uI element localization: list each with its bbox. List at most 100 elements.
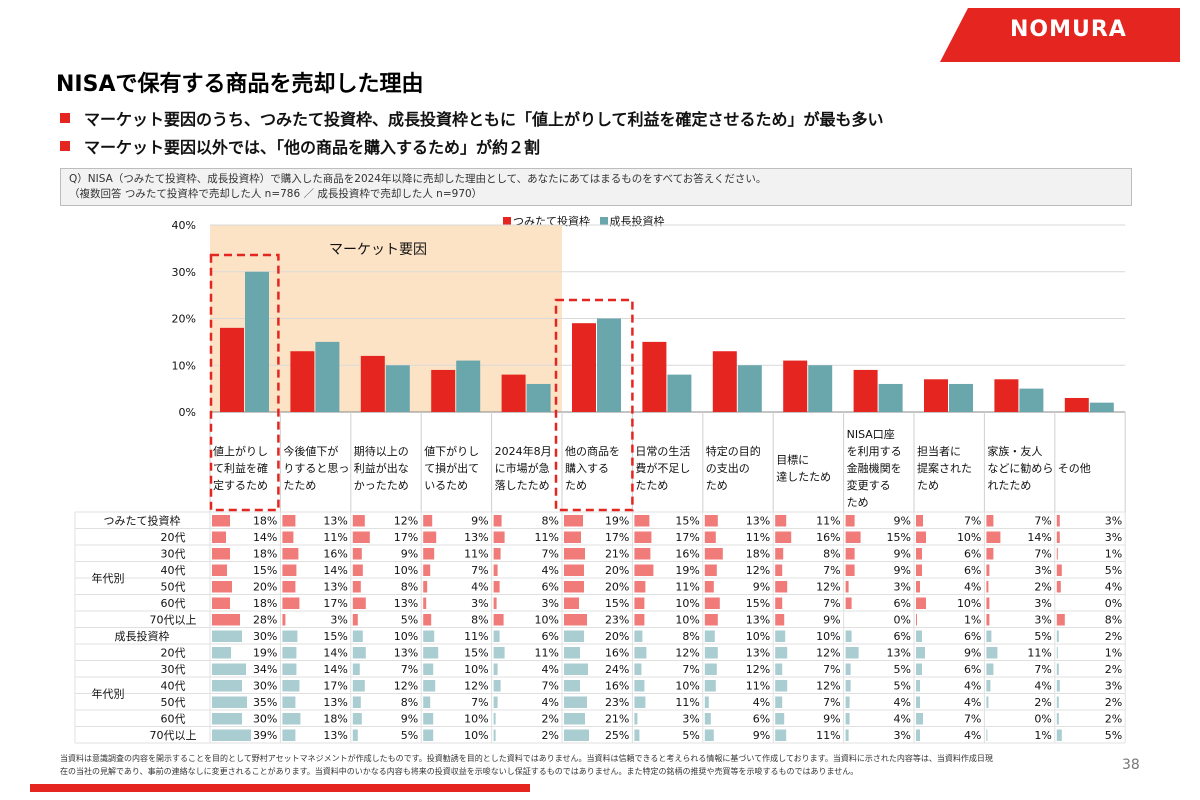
table-bar: [282, 548, 299, 560]
table-bar: [775, 663, 783, 675]
table-value: 11%: [816, 729, 840, 742]
table-value: 3%: [1105, 531, 1122, 544]
table-bar: [634, 663, 642, 675]
table-bar: [916, 564, 922, 576]
category-label: 購入する: [565, 461, 609, 475]
bar-seichou-12: [1019, 388, 1044, 412]
table-bar: [634, 614, 645, 626]
legend-swatch-tsumitate: [503, 217, 511, 225]
table-bar: [423, 680, 436, 692]
table-value: 20%: [605, 630, 629, 643]
disclaimer: 当資料は意識調査の内容を開示することを目的として野村アセットマネジメントが作成し…: [60, 752, 1120, 778]
table-value: 13%: [746, 515, 770, 528]
table-value: 11%: [675, 581, 699, 594]
table-bar: [423, 581, 428, 593]
table-value: 6%: [894, 630, 911, 643]
table-bar: [493, 729, 496, 741]
table-bar: [212, 713, 242, 725]
bottom-accent-bar: [30, 784, 530, 792]
table-value: 4%: [894, 696, 911, 709]
y-tick-label: 20%: [172, 313, 196, 326]
table-bar: [1056, 515, 1060, 527]
table-value: 16%: [605, 680, 629, 693]
table-bar: [423, 597, 427, 609]
table-value: 3%: [1034, 564, 1051, 577]
table-value: 11%: [535, 647, 559, 660]
table-value: 3%: [1034, 597, 1051, 610]
table-value: 11%: [746, 531, 770, 544]
table-bar: [704, 663, 717, 675]
table-bar: [775, 696, 783, 708]
table-value: 12%: [746, 564, 770, 577]
table-value: 19%: [605, 515, 629, 528]
table-bar: [634, 630, 643, 642]
table-bar: [423, 564, 431, 576]
table-bar: [845, 647, 859, 659]
table-bar: [775, 680, 788, 692]
table-bar: [1056, 729, 1062, 741]
table-bar: [986, 597, 990, 609]
table-bar: [916, 548, 922, 560]
table-value: 9%: [894, 515, 911, 528]
table-value: 17%: [323, 597, 347, 610]
table-bar: [282, 696, 296, 708]
table-bar: [423, 531, 437, 543]
table-value: 6%: [894, 597, 911, 610]
table-bar: [352, 597, 366, 609]
table-bar: [634, 515, 650, 527]
table-value: 8%: [542, 515, 559, 528]
table-value: 23%: [605, 614, 629, 627]
table-bar: [775, 647, 788, 659]
table-value: 13%: [323, 515, 347, 528]
table-bar: [564, 614, 587, 626]
table-value: 18%: [253, 515, 277, 528]
table-bar: [1056, 548, 1058, 560]
bar-tsumitate-1: [220, 327, 244, 412]
table-value: 4%: [542, 663, 559, 676]
category-label: 目標に: [776, 453, 809, 467]
highlight-box-top-reason: [209, 253, 280, 512]
table-value: 10%: [675, 680, 699, 693]
table-bar: [775, 548, 784, 560]
table-value: 4%: [964, 696, 981, 709]
table-value: 5%: [1034, 630, 1051, 643]
bar-seichou-11: [949, 383, 973, 412]
table-bar: [704, 531, 716, 543]
table-value: 2%: [1105, 663, 1122, 676]
table-value: 25%: [605, 729, 629, 742]
bar-tsumitate-10: [853, 369, 878, 412]
category-label: 落したため: [495, 479, 550, 492]
table-value: 8%: [682, 630, 699, 643]
table-value: 34%: [253, 663, 277, 676]
table-bar: [986, 581, 989, 593]
table-value: 7%: [1034, 548, 1051, 561]
table-value: 2%: [1105, 713, 1122, 726]
table-bar: [916, 614, 917, 626]
table-age-group-label: 年代別: [92, 571, 125, 585]
table-bar: [1056, 564, 1062, 576]
bullet-square-icon: [60, 113, 70, 123]
table-value: 16%: [675, 548, 699, 561]
table-value: 9%: [894, 548, 911, 561]
table-value: 9%: [401, 713, 418, 726]
bar-seichou-3: [385, 365, 410, 412]
bar-seichou-2: [315, 341, 340, 412]
table-value: 7%: [471, 696, 488, 709]
table-bar: [704, 713, 711, 725]
table-value: 10%: [464, 729, 488, 742]
table-value: 4%: [542, 696, 559, 709]
table-bar: [634, 581, 646, 593]
table-bar: [916, 531, 926, 543]
bar-seichou-13: [1089, 402, 1114, 412]
table-bar: [704, 614, 718, 626]
table-bar: [916, 630, 922, 642]
table-bar: [704, 630, 715, 642]
table-age-label: 40代: [161, 680, 186, 693]
table-value: 16%: [323, 548, 347, 561]
bar-seichou-9: [808, 365, 833, 412]
bar-seichou-10: [878, 383, 903, 412]
table-value: 9%: [401, 548, 418, 561]
table-bar: [352, 581, 361, 593]
table-value: 18%: [746, 548, 770, 561]
category-label: ため: [917, 479, 939, 492]
